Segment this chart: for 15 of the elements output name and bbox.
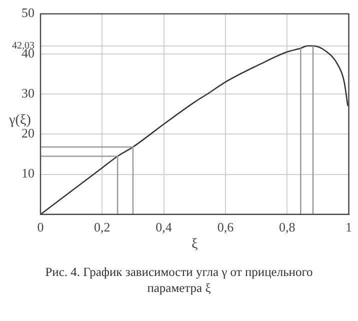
y-tick-label: 50	[22, 5, 34, 20]
line-series	[40, 45, 348, 214]
x-axis-title: ξ	[192, 237, 198, 252]
x-tick-label: 1	[346, 220, 352, 235]
x-tick-label: 0,6	[217, 220, 234, 235]
x-tick-label: 0	[37, 220, 44, 235]
x-tick-label: 0,4	[156, 220, 172, 235]
y-tick-label: 30	[22, 85, 34, 100]
y-tick-label: 20	[22, 126, 34, 141]
y-tick-label: 42,03	[12, 40, 34, 52]
x-tick-label: 0,8	[278, 220, 296, 235]
y-axis-title: γ(ξ)	[8, 112, 32, 128]
x-tick-label: 0,2	[94, 220, 110, 235]
text: Рис. 4. График зависимости угла γ от прицельного параметра ξ	[44, 264, 314, 296]
y-tick-label: 10	[22, 166, 34, 181]
